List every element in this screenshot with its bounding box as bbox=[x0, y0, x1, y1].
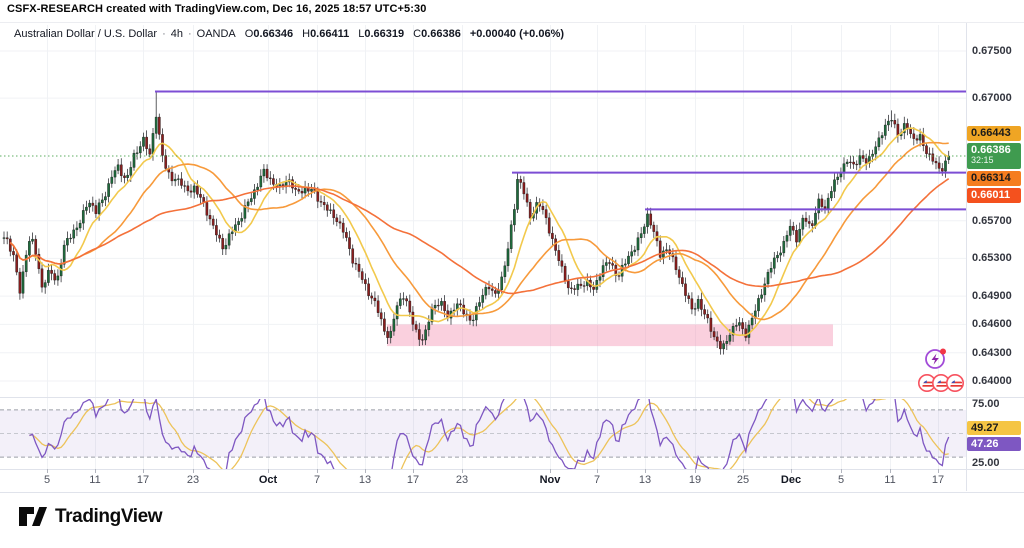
price-tick-label: 0.64000 bbox=[972, 375, 1012, 387]
time-tick-label: Oct bbox=[258, 474, 278, 486]
tradingview-logo-text: TradingView bbox=[55, 505, 163, 527]
open-value: 0.66346 bbox=[253, 28, 294, 40]
time-tick-label: 17 bbox=[136, 474, 150, 486]
price-tick-label: 0.64600 bbox=[972, 318, 1012, 331]
price-tick-label: 0.67500 bbox=[972, 45, 1012, 57]
time-tick-label: 5 bbox=[837, 474, 845, 486]
rsi-tick-label: 75.00 bbox=[972, 398, 1000, 410]
last-price-badge[interactable]: 0.66386 32:15 bbox=[967, 143, 1021, 170]
time-tick-label: 7 bbox=[593, 474, 601, 486]
time-tick-label: 13 bbox=[638, 474, 652, 486]
price-tick-label: 0.65700 bbox=[972, 214, 1012, 227]
time-tick-label: Nov bbox=[539, 474, 561, 486]
time-tick-label: 5 bbox=[43, 474, 51, 486]
ma-mid-value-badge: 0.66314 bbox=[967, 171, 1021, 187]
separator-dot: · bbox=[162, 28, 166, 40]
time-tick-label: 17 bbox=[931, 474, 945, 486]
time-tick-label: 11 bbox=[89, 474, 101, 486]
time-tick-label: 23 bbox=[455, 474, 469, 486]
chart-corner-icons bbox=[918, 347, 964, 395]
close-label: C bbox=[413, 28, 422, 40]
exchange-label[interactable]: OANDA bbox=[196, 28, 236, 40]
ma-fast-value-badge: 0.66443 bbox=[967, 126, 1021, 142]
rsi-ma-value-badge: 49.27 bbox=[967, 420, 1021, 435]
symbol-header: Australian Dollar / U.S. Dollar · 4h · OANDA… bbox=[14, 28, 564, 40]
watermark-text: CSFX-RESEARCH created with TradingView.c… bbox=[7, 3, 427, 15]
time-tick-label: 13 bbox=[358, 474, 372, 486]
chart-widget: Australian Dollar / U.S. Dollar · 4h · OANDA… bbox=[0, 22, 1024, 493]
grid-lines bbox=[0, 25, 966, 469]
change-value: +0.00040 (+0.06%) bbox=[469, 28, 565, 40]
time-tick-label: Dec bbox=[780, 474, 802, 486]
symbol-title[interactable]: Australian Dollar / U.S. Dollar bbox=[14, 28, 158, 40]
open-label: O bbox=[244, 28, 254, 40]
time-axis[interactable]: 5 11 17 23 Oct 7 13 17 23 Nov 7 13 19 25 Dec 5 11 17 bbox=[0, 469, 1024, 492]
rsi-tick-label: 25.00 bbox=[972, 457, 1000, 469]
price-tick-label: 0.64300 bbox=[972, 346, 1012, 359]
chart-plot-area[interactable] bbox=[0, 25, 966, 469]
candlestick-series bbox=[2, 91, 950, 355]
time-tick-label: 25 bbox=[736, 474, 750, 486]
chart-canvas bbox=[0, 23, 1024, 493]
price-tick-label: 0.65300 bbox=[972, 252, 1012, 265]
price-axis[interactable]: 0.67500 0.67000 0.65700 0.65300 0.64900 0.646… bbox=[966, 23, 1024, 491]
rsi-indicator bbox=[29, 399, 950, 469]
ma-fast-line bbox=[9, 127, 950, 337]
separator-dot: · bbox=[187, 28, 192, 40]
time-tick-label: 7 bbox=[313, 474, 321, 486]
ma-mid-line bbox=[9, 141, 949, 321]
ma-slow-line bbox=[9, 178, 950, 295]
time-tick-label: 23 bbox=[186, 474, 200, 486]
tradingview-logo-icon bbox=[19, 507, 47, 526]
economic-events-flag-icons[interactable] bbox=[918, 374, 964, 392]
support-zone-drawing[interactable] bbox=[387, 324, 833, 347]
high-value: 0.66411 bbox=[310, 28, 350, 40]
time-tick-label: 11 bbox=[884, 474, 896, 486]
pane-separators bbox=[0, 23, 1024, 493]
alerts-lightning-icon[interactable] bbox=[925, 348, 946, 369]
low-label: L bbox=[358, 28, 365, 40]
price-tick-label: 0.67000 bbox=[972, 92, 1012, 105]
low-value: 0.66319 bbox=[364, 28, 405, 40]
time-tick-label: 17 bbox=[406, 474, 420, 486]
ma-slow-value-badge: 0.66011 bbox=[967, 188, 1021, 204]
price-tick-label: 0.64900 bbox=[972, 290, 1012, 303]
rsi-value-badge: 47.26 bbox=[967, 436, 1021, 451]
close-value: 0.66386 bbox=[421, 28, 461, 40]
high-label: H bbox=[302, 28, 311, 40]
interval-label[interactable]: 4h bbox=[170, 28, 183, 40]
time-tick-label: 19 bbox=[688, 474, 702, 486]
tradingview-logo[interactable]: TradingView bbox=[18, 504, 163, 529]
notification-dot bbox=[940, 348, 946, 355]
